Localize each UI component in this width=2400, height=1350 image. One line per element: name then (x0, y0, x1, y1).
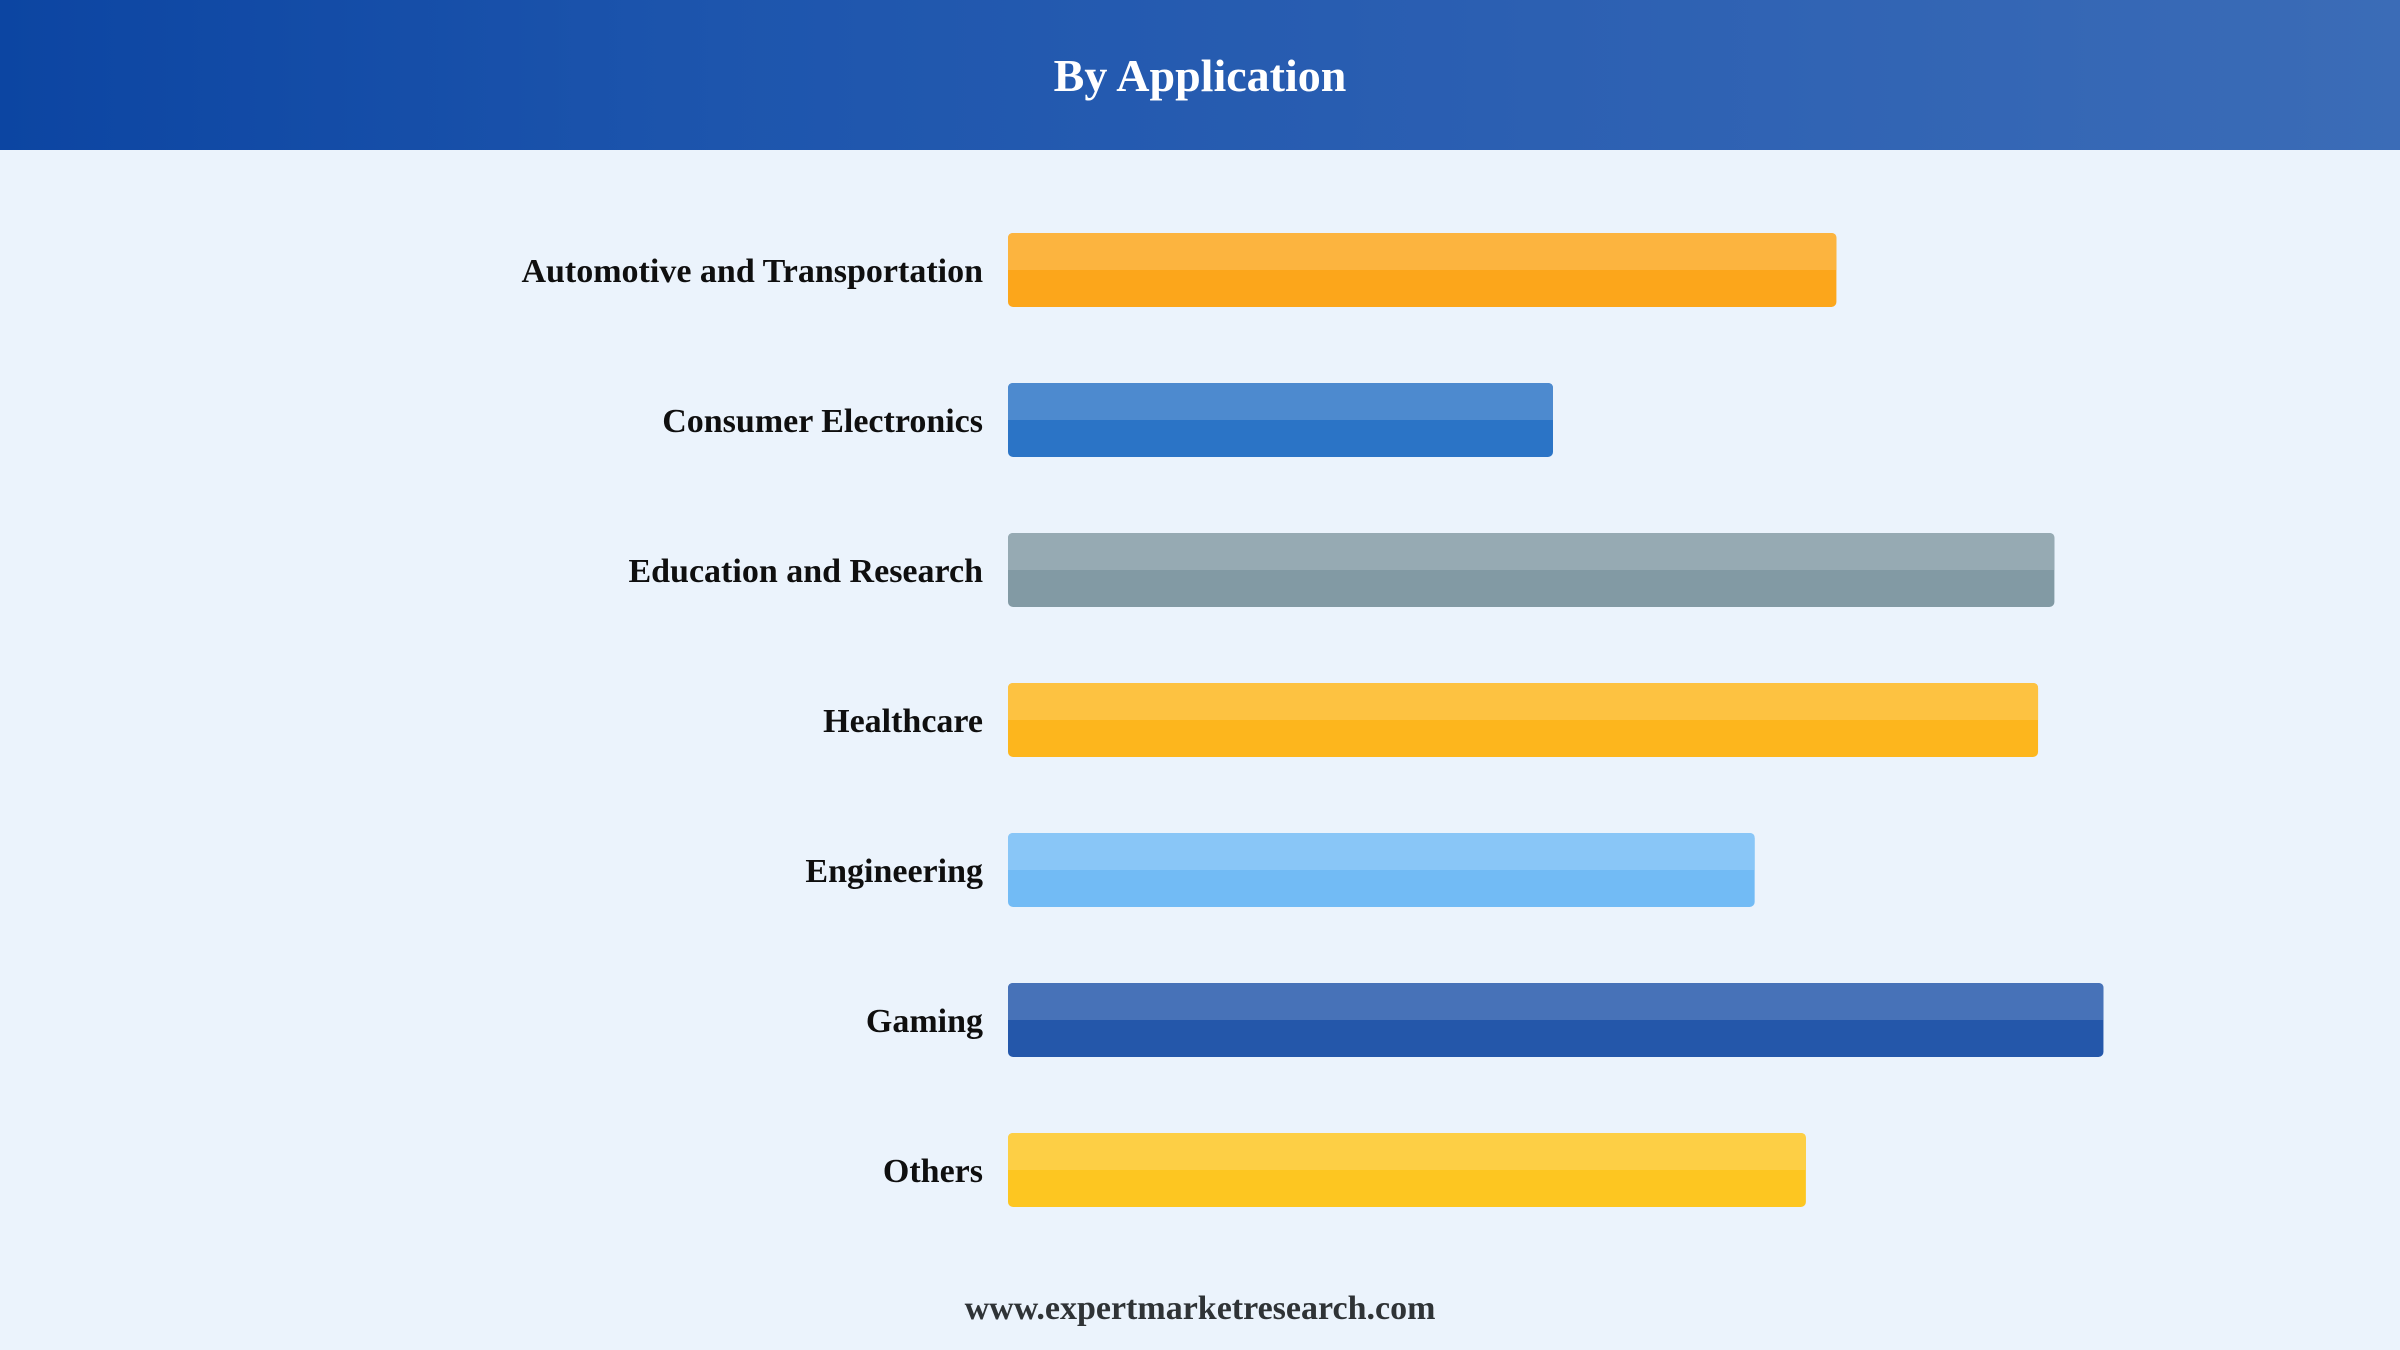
bar-highlight (1008, 983, 2104, 1020)
bar-highlight (1008, 1133, 1806, 1170)
category-label-engineering: Engineering (805, 853, 983, 890)
bar-healthcare (1008, 683, 2039, 757)
chart-title: By Application (1053, 49, 1347, 101)
category-label-automotive-and-transportation: Automotive and Transportation (521, 253, 983, 290)
header-banner: By Application (0, 0, 2400, 150)
bar-highlight (1008, 683, 2039, 720)
bar-engineering (1008, 833, 1755, 907)
bar-automotive-and-transportation (1008, 233, 1837, 307)
category-label-gaming: Gaming (866, 1003, 983, 1040)
category-label-consumer-electronics: Consumer Electronics (662, 403, 983, 440)
bar-chart: Automotive and Transportation Consumer El… (521, 233, 2104, 1207)
bar-highlight (1008, 833, 1755, 870)
bar-highlight (1008, 233, 1837, 270)
category-label-education-and-research: Education and Research (628, 553, 983, 590)
category-label-healthcare: Healthcare (823, 703, 983, 740)
bar-others (1008, 1133, 1806, 1207)
bar-consumer-electronics (1008, 383, 1553, 457)
bar-highlight (1008, 383, 1553, 420)
bars (1008, 233, 2104, 1207)
category-label-others: Others (883, 1153, 983, 1190)
category-labels: Automotive and Transportation Consumer El… (521, 253, 983, 1190)
bar-education-and-research (1008, 533, 2055, 607)
footer-website: www.expertmarketresearch.com (964, 1290, 1436, 1327)
bar-gaming (1008, 983, 2104, 1057)
bar-highlight (1008, 533, 2055, 570)
